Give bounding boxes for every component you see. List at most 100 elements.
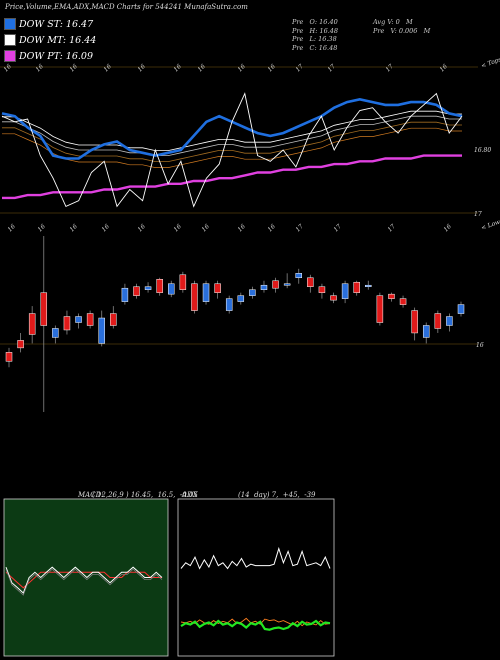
candle-body bbox=[422, 325, 430, 338]
top-date-label: 16 bbox=[196, 63, 206, 73]
candle-body bbox=[179, 274, 187, 290]
macd-label: MACD: bbox=[78, 491, 104, 499]
pt-orange-line bbox=[2, 127, 462, 168]
candle-body bbox=[52, 328, 59, 338]
candle-body bbox=[307, 277, 314, 287]
legend-swatch-mt bbox=[4, 34, 16, 46]
candle-body bbox=[399, 298, 407, 305]
legend-item-pt: DOW PT: 16.09 bbox=[4, 49, 164, 63]
candle-body bbox=[434, 313, 442, 329]
mt-brown-line bbox=[2, 121, 462, 162]
macd-params: ( 12,26,9 ) 16.45, 16.5, -0.05 bbox=[92, 491, 198, 499]
candle-body bbox=[17, 340, 24, 349]
high-value: Pre H: 16.48 bbox=[292, 26, 339, 35]
candle-body bbox=[144, 286, 152, 290]
prev-volume-value: Pre V: 0.006 M bbox=[373, 26, 431, 35]
candle-body bbox=[110, 313, 117, 326]
candle-body bbox=[237, 295, 245, 302]
candle-body bbox=[28, 313, 36, 335]
legend-item-st: DOW ST: 16.47 bbox=[4, 17, 164, 31]
top-date-label: 16 bbox=[2, 63, 12, 73]
bottom-date-label: 17 bbox=[386, 223, 396, 233]
top-date-label: 17 bbox=[294, 63, 304, 73]
pt-line bbox=[2, 154, 462, 200]
bottom-date-label: 16 bbox=[6, 223, 16, 233]
candle-body bbox=[202, 283, 210, 302]
open-value: Pre O: 16.40 bbox=[292, 18, 338, 26]
candle-body bbox=[121, 287, 129, 302]
top-date-label: 16 bbox=[266, 63, 276, 73]
macd-hist-line bbox=[5, 568, 163, 596]
bottom-date-label: 16 bbox=[68, 223, 78, 233]
avg-volume-value: Avg V: 0 M bbox=[373, 18, 413, 26]
macd-line bbox=[5, 566, 163, 594]
candle-body bbox=[283, 283, 291, 286]
top-date-label: 16 bbox=[34, 63, 44, 73]
candle-body bbox=[411, 310, 418, 334]
top-date-label: 16 bbox=[68, 63, 78, 73]
candle-body bbox=[388, 293, 395, 299]
top-date-label: 16 bbox=[102, 63, 112, 73]
low-value: Pre L: 16.38 bbox=[292, 35, 337, 43]
candle-body bbox=[249, 289, 256, 296]
candle-body bbox=[353, 281, 360, 293]
bottom-date-label: 17 bbox=[332, 223, 342, 233]
candle-body bbox=[225, 298, 233, 311]
price-line bbox=[1, 92, 463, 208]
bottom-date-label: 16 bbox=[236, 223, 246, 233]
bottom-date-label: 16 bbox=[36, 223, 46, 233]
bottom-date-label: 16 bbox=[266, 223, 276, 233]
candle-body bbox=[272, 280, 279, 289]
candle-body bbox=[75, 316, 82, 323]
y-tick-label: 17 bbox=[474, 211, 482, 218]
candle-body bbox=[376, 295, 384, 323]
top-date-label: 16 bbox=[236, 63, 246, 73]
legend-label-pt: DOW PT: 16.09 bbox=[19, 50, 93, 62]
top-date-label: 16 bbox=[172, 63, 182, 73]
top-date-label: 16 bbox=[438, 63, 448, 73]
adx-line bbox=[180, 546, 331, 570]
candle-body bbox=[295, 273, 302, 279]
candle-body bbox=[63, 316, 71, 331]
adx-params: (14 day) 7, +45, -39 bbox=[238, 491, 316, 499]
adx-label: ADX bbox=[182, 491, 198, 499]
candle-body bbox=[341, 283, 349, 299]
candle-body bbox=[5, 352, 13, 362]
candle-body bbox=[318, 286, 326, 293]
legend-label-st: DOW ST: 16.47 bbox=[19, 18, 94, 30]
bottom-date-label: 16 bbox=[172, 223, 182, 233]
candle-body bbox=[133, 286, 140, 296]
candle-body bbox=[260, 284, 268, 290]
bottom-date-label: 16 bbox=[136, 223, 146, 233]
top-date-label: 17 bbox=[326, 63, 336, 73]
y-tick-label: 16.80 bbox=[474, 147, 491, 154]
legend-label-mt: DOW MT: 16.44 bbox=[19, 34, 97, 46]
candle-body bbox=[168, 283, 175, 295]
top-date-label: 17 bbox=[384, 63, 394, 73]
legend-swatch-st bbox=[4, 18, 16, 30]
volume-readout: Avg V: 0 M Pre V: 0.006 M bbox=[373, 18, 430, 35]
adx-plus-di-line bbox=[180, 619, 331, 631]
candle-body bbox=[86, 313, 94, 326]
bottom-date-label: 16 bbox=[100, 223, 110, 233]
candle-body bbox=[214, 283, 221, 293]
candle-body bbox=[156, 279, 163, 293]
corner-label-lows: < Lows bbox=[480, 218, 500, 232]
candle-body bbox=[365, 284, 372, 287]
corner-label-tops: < Tops bbox=[480, 56, 500, 70]
bottom-date-label: 16 bbox=[200, 223, 210, 233]
candle-body bbox=[457, 304, 465, 314]
ohlc-readout: Pre O: 16.40 Pre H: 16.48 Pre L: 16.38 P… bbox=[292, 18, 338, 52]
candle-body bbox=[191, 283, 198, 311]
legend-swatch-pt bbox=[4, 50, 16, 62]
legend: DOW ST: 16.47 DOW MT: 16.44 DOW PT: 16.0… bbox=[4, 17, 164, 65]
chart-title: Price,Volume,EMA,ADX,MACD Charts for 544… bbox=[5, 3, 248, 11]
y-tick-label: 16 bbox=[476, 342, 484, 349]
close-value: Pre C: 16.48 bbox=[292, 43, 338, 52]
mt-upper-line bbox=[2, 110, 462, 151]
legend-item-mt: DOW MT: 16.44 bbox=[4, 33, 164, 47]
bottom-date-label: 17 bbox=[294, 223, 304, 233]
candle-body bbox=[330, 295, 337, 301]
bottom-date-label: 16 bbox=[442, 223, 452, 233]
